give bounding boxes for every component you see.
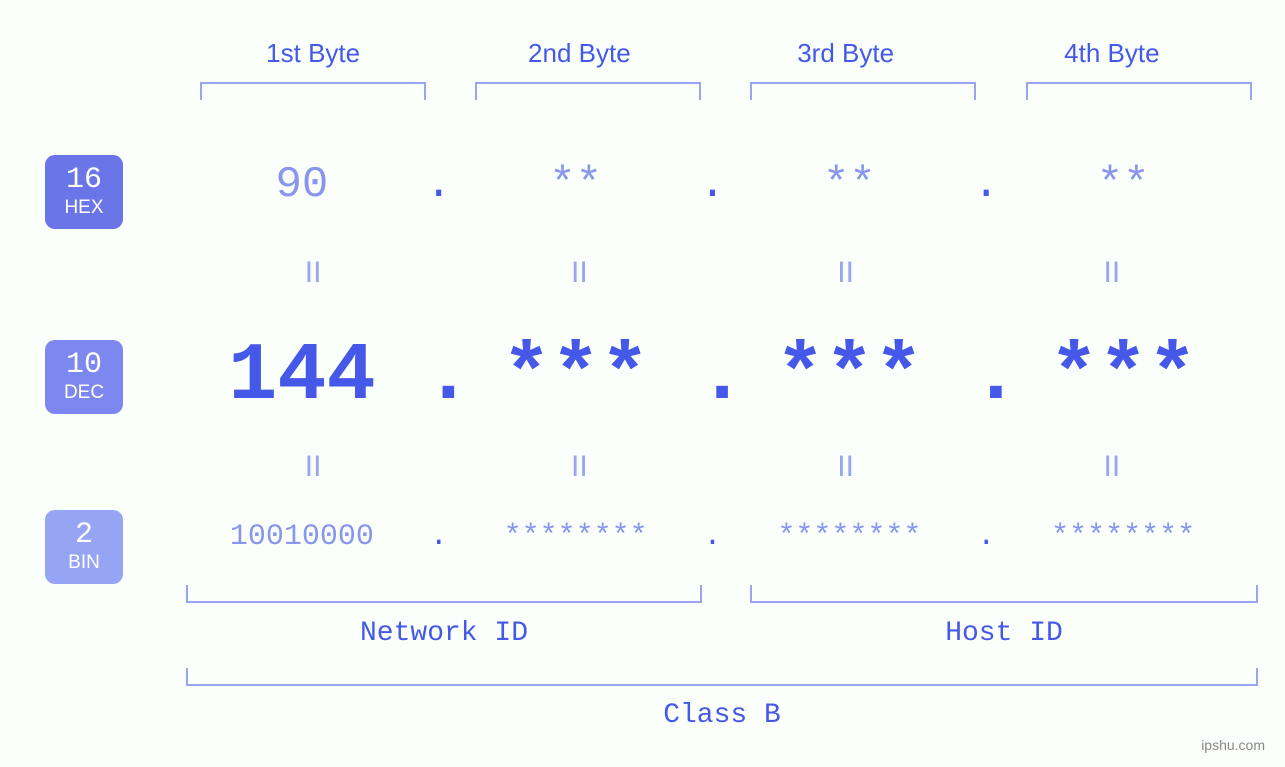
top-bracket-4: [1026, 82, 1252, 100]
eq-1-3: II: [713, 256, 979, 290]
eq-2-3: II: [713, 450, 979, 484]
top-bracket-3: [750, 82, 976, 100]
badge-bin-num: 2: [75, 520, 93, 550]
badge-bin-label: BIN: [68, 552, 100, 574]
bin-dot-3: .: [971, 520, 1001, 554]
badge-dec-num: 10: [66, 350, 102, 380]
dec-byte-3: ***: [728, 330, 972, 423]
hex-dot-1: .: [424, 160, 454, 210]
label-class: Class B: [186, 700, 1258, 731]
bin-byte-4: ********: [1001, 520, 1245, 554]
badge-dec-label: DEC: [64, 382, 104, 404]
bracket-network: [186, 585, 702, 603]
eq-row-2: II II II II: [180, 450, 1245, 484]
bin-byte-1: 10010000: [180, 520, 424, 554]
hex-dot-3: .: [971, 160, 1001, 210]
eq-1-2: II: [446, 256, 712, 290]
dec-byte-2: ***: [454, 330, 698, 423]
eq-2-1: II: [180, 450, 446, 484]
bin-dot-1: .: [424, 520, 454, 554]
badge-hex-label: HEX: [64, 197, 103, 219]
dec-dot-3: .: [971, 330, 1001, 423]
label-host: Host ID: [750, 618, 1258, 649]
bin-dot-2: .: [698, 520, 728, 554]
bracket-class: [186, 668, 1258, 686]
eq-2-4: II: [979, 450, 1245, 484]
badge-dec: 10 DEC: [45, 340, 123, 414]
watermark: ipshu.com: [1201, 737, 1265, 753]
byte-header-4: 4th Byte: [979, 38, 1245, 69]
label-network: Network ID: [186, 618, 702, 649]
hex-row: 90 . ** . ** . **: [180, 160, 1245, 210]
top-bracket-2: [475, 82, 701, 100]
bin-byte-3: ********: [728, 520, 972, 554]
eq-row-1: II II II II: [180, 256, 1245, 290]
dec-row: 144 . *** . *** . ***: [180, 330, 1245, 423]
bin-byte-2: ********: [454, 520, 698, 554]
byte-header-3: 3rd Byte: [713, 38, 979, 69]
dec-byte-1: 144: [180, 330, 424, 423]
eq-1-1: II: [180, 256, 446, 290]
byte-headers-row: 1st Byte 2nd Byte 3rd Byte 4th Byte: [180, 38, 1245, 69]
eq-2-2: II: [446, 450, 712, 484]
hex-byte-1: 90: [180, 160, 424, 210]
dec-dot-1: .: [424, 330, 454, 423]
hex-dot-2: .: [698, 160, 728, 210]
byte-header-1: 1st Byte: [180, 38, 446, 69]
byte-header-2: 2nd Byte: [446, 38, 712, 69]
hex-byte-4: **: [1001, 160, 1245, 210]
bracket-host: [750, 585, 1258, 603]
bin-row: 10010000 . ******** . ******** . *******…: [180, 520, 1245, 554]
badge-bin: 2 BIN: [45, 510, 123, 584]
dec-dot-2: .: [698, 330, 728, 423]
hex-byte-3: **: [728, 160, 972, 210]
top-bracket-1: [200, 82, 426, 100]
hex-byte-2: **: [454, 160, 698, 210]
eq-1-4: II: [979, 256, 1245, 290]
badge-hex-num: 16: [66, 165, 102, 195]
dec-byte-4: ***: [1001, 330, 1245, 423]
badge-hex: 16 HEX: [45, 155, 123, 229]
